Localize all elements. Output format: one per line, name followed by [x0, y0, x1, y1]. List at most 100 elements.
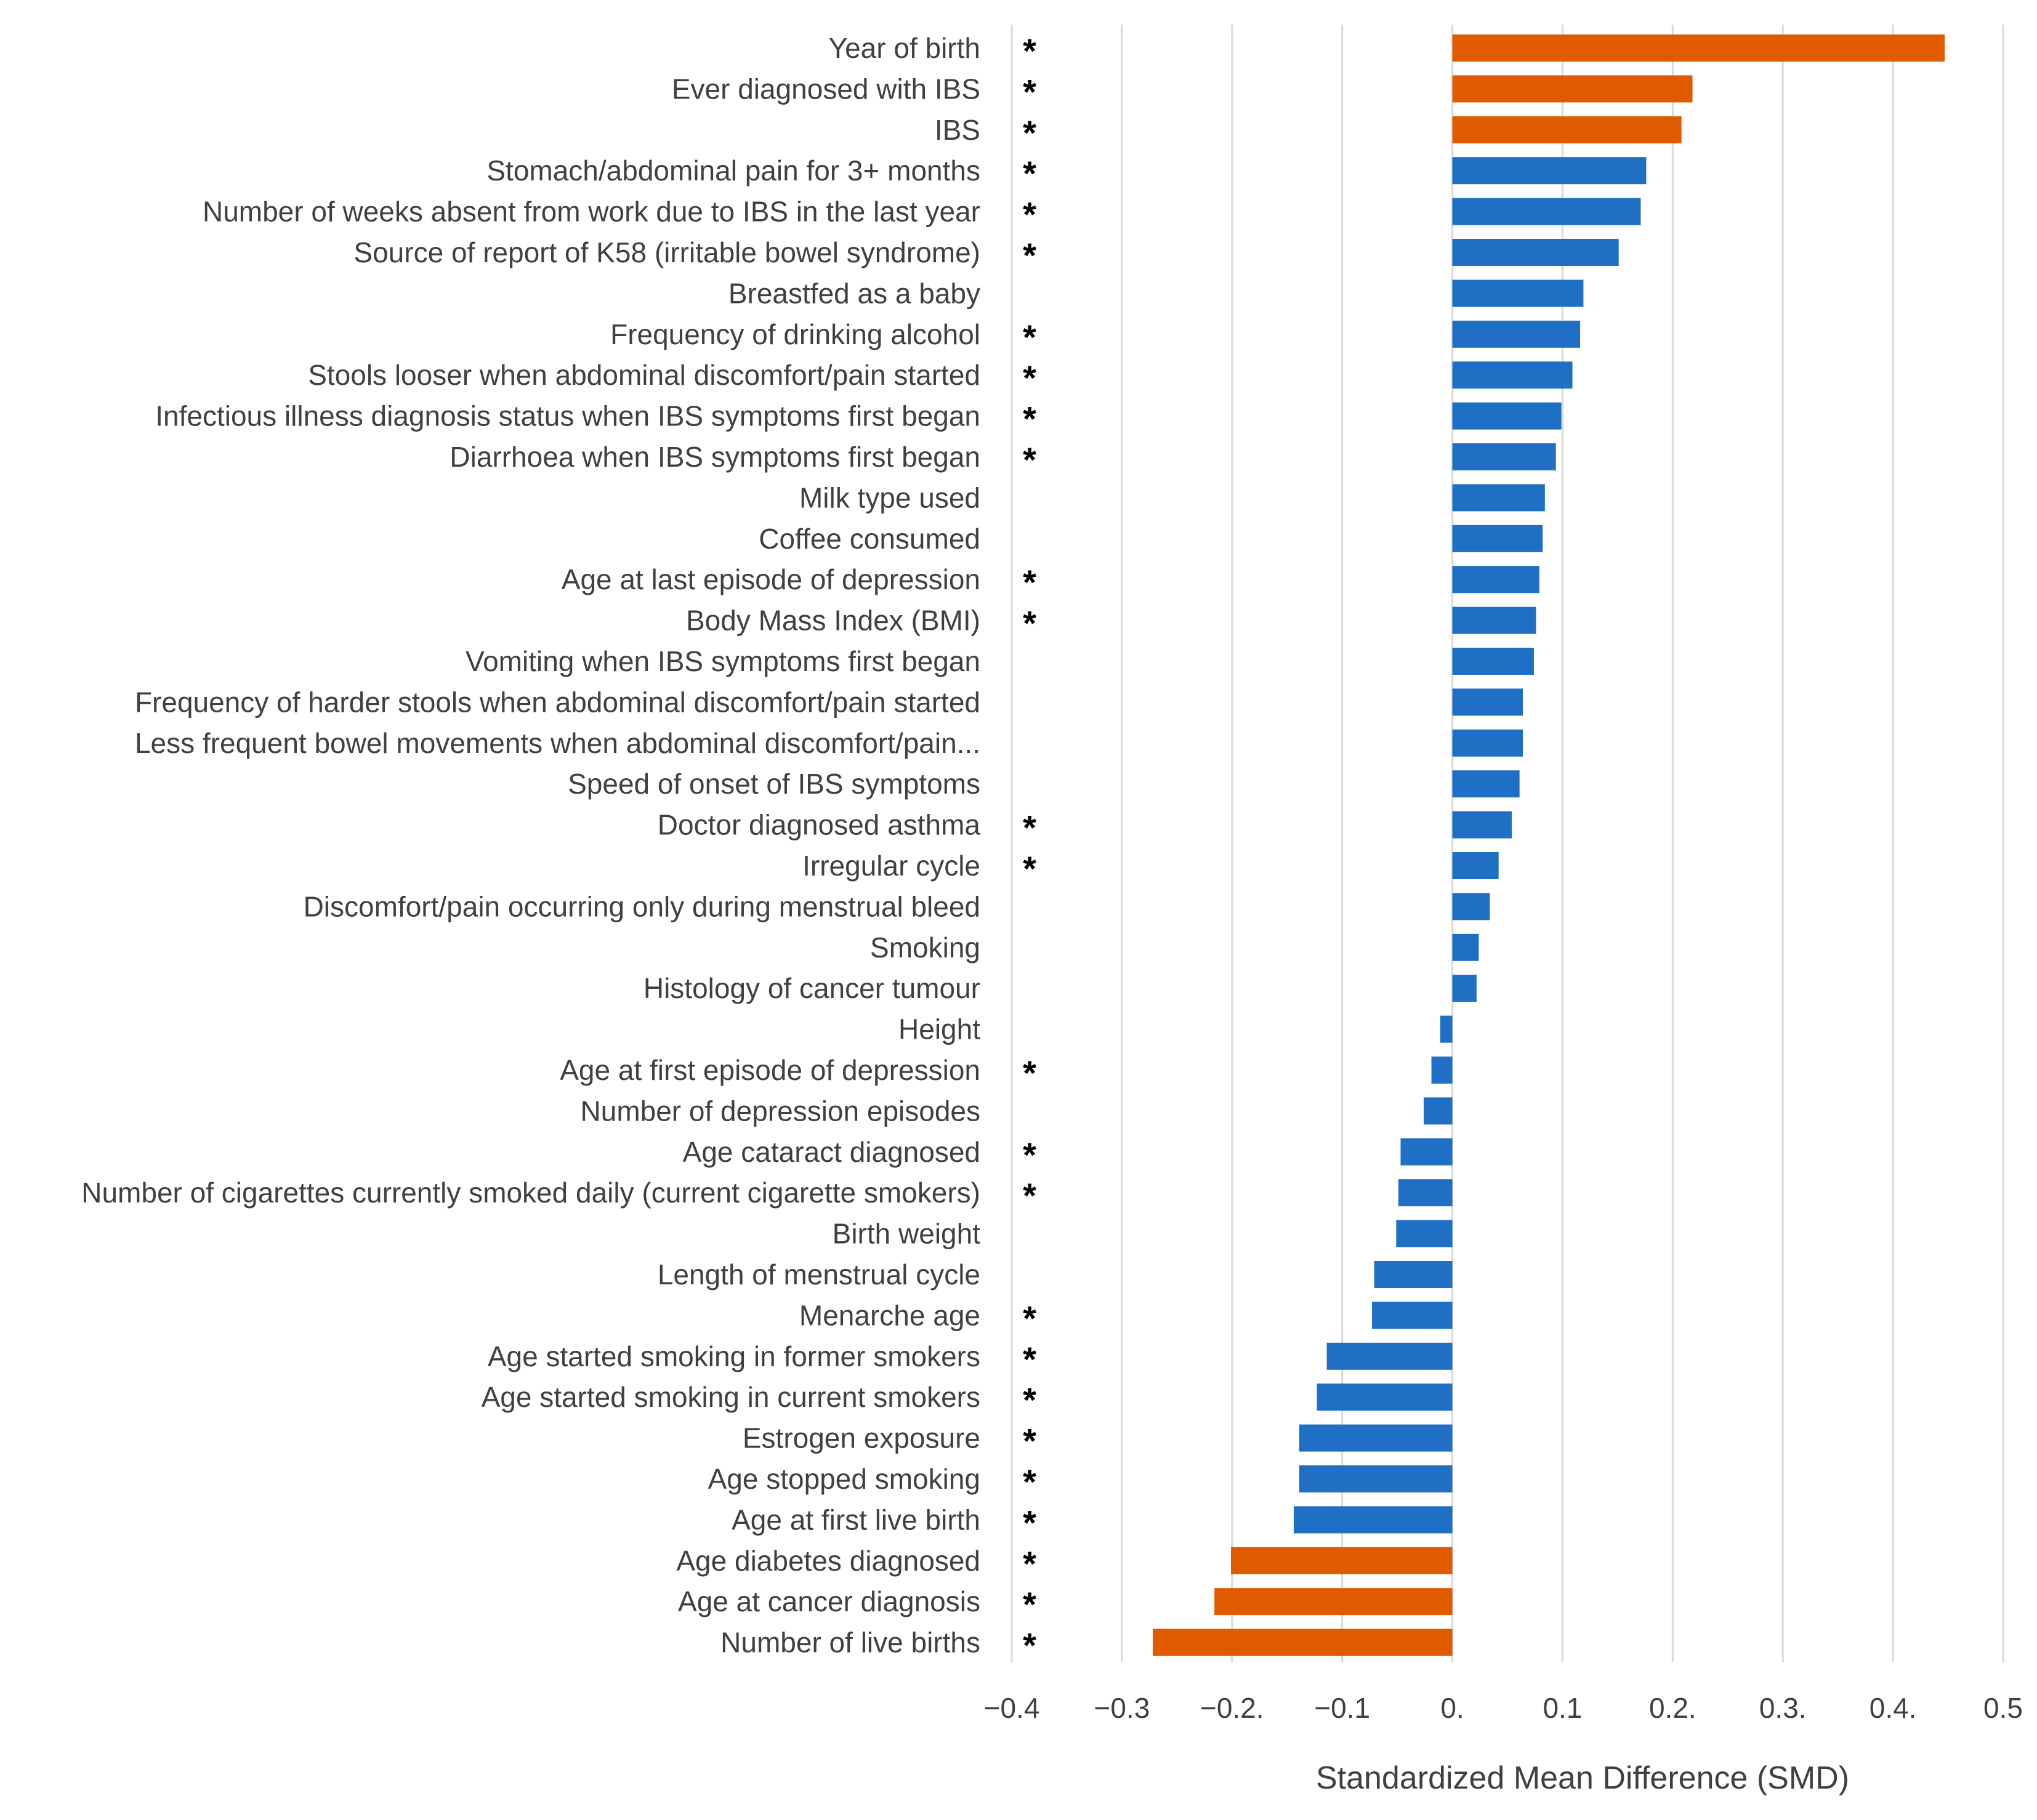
category-label: Coffee consumed: [759, 523, 980, 555]
category-label: Estrogen exposure: [743, 1422, 980, 1454]
category-label: Less frequent bowel movements when abdom…: [135, 727, 980, 759]
category-label: Stools looser when abdominal discomfort/…: [308, 359, 980, 391]
x-tick-label: −0.1: [1314, 1692, 1370, 1724]
category-label: Age at first episode of depression: [560, 1054, 980, 1086]
bar: [1431, 1057, 1453, 1084]
category-labels: Year of birth Ever diagnosed with IBS IBS S…: [81, 32, 980, 1659]
category-label: Stomach/abdominal pain for 3+ months: [486, 155, 980, 187]
bar: [1452, 852, 1499, 879]
bars: [1152, 34, 1945, 1656]
bar: [1452, 606, 1536, 634]
significance-star: *: [1023, 195, 1036, 234]
bar: [1452, 484, 1545, 512]
category-label: Birth weight: [833, 1218, 981, 1250]
gridlines: [1010, 25, 2004, 1662]
significance-star: *: [1023, 31, 1036, 70]
bar: [1317, 1383, 1453, 1411]
category-label: Number of weeks absent from work due to …: [203, 196, 980, 228]
bar: [1452, 34, 1945, 62]
category-label: Body Mass Index (BMI): [686, 605, 980, 637]
significance-star: *: [1023, 563, 1036, 602]
category-label: Frequency of drinking alcohol: [610, 318, 980, 350]
x-tick-label: 0.3.: [1759, 1692, 1807, 1724]
x-tick-label: 0.2.: [1649, 1692, 1696, 1724]
bar: [1299, 1465, 1453, 1492]
x-tick-label: 0.4.: [1870, 1692, 1917, 1724]
category-label: Age diabetes diagnosed: [676, 1545, 980, 1577]
bar: [1452, 361, 1573, 389]
bar: [1452, 893, 1490, 920]
bar: [1214, 1588, 1453, 1616]
bar: [1374, 1261, 1453, 1288]
category-label: Vomiting when IBS symptoms first began: [466, 645, 980, 677]
bar: [1326, 1342, 1453, 1370]
x-tick-labels: −0.4 −0.3 −0.2. −0.1 0. 0.1 0.2. 0.3. 0.4. 0.5: [984, 1692, 2023, 1724]
category-label: Speed of onset of IBS symptoms: [568, 768, 980, 800]
category-label: Age started smoking in former smokers: [488, 1340, 980, 1372]
significance-star: *: [1023, 400, 1036, 438]
significance-star: *: [1023, 1422, 1036, 1460]
bar: [1452, 811, 1512, 839]
bar: [1152, 1629, 1453, 1656]
category-label: Infectious illness diagnosis status when…: [155, 400, 980, 432]
significance-star: *: [1023, 113, 1036, 152]
significance-star: *: [1023, 1503, 1036, 1542]
significance-star: *: [1023, 1299, 1036, 1337]
category-label: Height: [898, 1013, 980, 1045]
category-label: Age at first live birth: [732, 1504, 980, 1536]
bar: [1452, 239, 1619, 266]
bar: [1452, 320, 1581, 348]
significance-star: *: [1023, 604, 1036, 643]
x-tick-label: 0.1: [1543, 1692, 1582, 1724]
category-label: Doctor diagnosed asthma: [658, 809, 981, 841]
significance-star: *: [1023, 1626, 1036, 1665]
significance-star: *: [1023, 318, 1036, 356]
category-label: IBS: [935, 114, 980, 146]
category-label: Menarche age: [799, 1299, 980, 1331]
bar: [1230, 1547, 1453, 1574]
significance-star: *: [1023, 1380, 1036, 1419]
bar: [1398, 1179, 1453, 1207]
x-tick-label: 0.: [1440, 1692, 1464, 1724]
category-label: Age cataract diagnosed: [683, 1136, 980, 1168]
bar: [1452, 648, 1534, 675]
bar: [1452, 770, 1520, 798]
category-label: Number of cigarettes currently smoked da…: [81, 1177, 980, 1209]
category-label: Smoking: [870, 932, 980, 964]
x-tick-label: −0.3: [1094, 1692, 1150, 1724]
significance-star: *: [1023, 440, 1036, 479]
bar: [1452, 157, 1647, 185]
category-label: Source of report of K58 (irritable bowel…: [353, 236, 980, 268]
bar: [1293, 1506, 1453, 1534]
bar: [1424, 1097, 1453, 1125]
x-axis-title: Standardized Mean Difference (SMD): [1316, 1760, 1849, 1796]
bar: [1400, 1138, 1453, 1166]
category-label: Number of depression episodes: [581, 1095, 980, 1127]
category-label: Discomfort/pain occurring only during me…: [304, 890, 980, 922]
x-tick-label: −0.4: [984, 1692, 1040, 1724]
bar: [1452, 75, 1693, 103]
category-label: Age stopped smoking: [708, 1463, 980, 1495]
category-label: Age at cancer diagnosis: [678, 1585, 980, 1617]
category-label: Irregular cycle: [802, 850, 980, 882]
significance-star: *: [1023, 1135, 1036, 1174]
category-label: Number of live births: [720, 1627, 980, 1659]
significance-star: *: [1023, 154, 1036, 193]
significance-star: *: [1023, 808, 1036, 847]
bar: [1452, 198, 1641, 225]
category-label: Ever diagnosed with IBS: [672, 73, 980, 105]
category-label: Histology of cancer tumour: [643, 972, 980, 1004]
significance-star: *: [1023, 72, 1036, 111]
bar: [1452, 933, 1479, 961]
category-label: Length of menstrual cycle: [658, 1258, 980, 1291]
bar: [1452, 975, 1477, 1002]
bar: [1440, 1015, 1453, 1043]
significance-star: *: [1023, 1462, 1036, 1501]
significance-star: *: [1023, 236, 1036, 275]
bar: [1452, 729, 1523, 757]
bar: [1452, 280, 1584, 307]
significance-star: *: [1023, 1585, 1036, 1624]
x-tick-label: 0.5: [1983, 1692, 2023, 1724]
x-tick-label: −0.2.: [1200, 1692, 1264, 1724]
